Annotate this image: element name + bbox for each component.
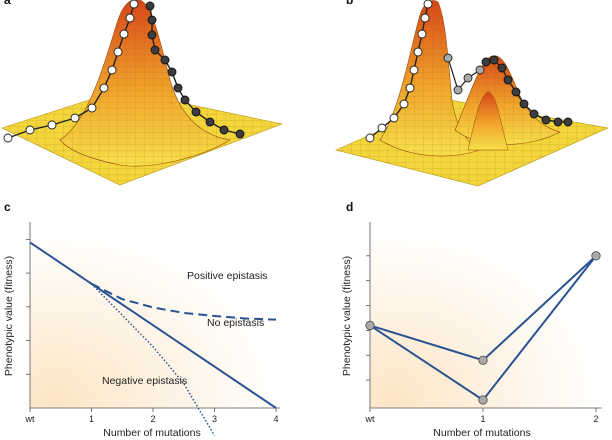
panel-label-d: d <box>346 200 353 214</box>
y-axis-label: Phenotypic value (fitness) <box>341 256 353 376</box>
panel-label-c: c <box>4 200 11 214</box>
chart-panel-d: Phenotypic value (fitness) Number of mut… <box>341 222 602 439</box>
annotation-positive-epistasis: Positive epistasis <box>187 270 268 282</box>
data-point <box>478 395 488 405</box>
x-axis-label: Number of mutations <box>433 427 530 439</box>
panel-label-a: a <box>4 0 11 7</box>
panel-label-b: b <box>346 0 353 7</box>
chart-panel-c: Phenotypic value (fitness) Number of mut… <box>3 222 280 439</box>
x-tick-label: 1 <box>89 414 94 424</box>
x-tick-label: wt <box>25 414 35 424</box>
rugged-fitness-landscape-icon <box>335 0 610 187</box>
plot-background <box>370 222 602 408</box>
annotation-no-epistasis: No epistasis <box>207 317 264 329</box>
x-tick-label: 4 <box>273 414 278 424</box>
y-axis-label: Phenotypic value (fitness) <box>3 256 15 376</box>
series-line-positive-epistasis <box>91 282 277 321</box>
plot-background <box>30 222 280 408</box>
x-axis-label: Number of mutations <box>103 427 200 439</box>
x-tick-label: 2 <box>150 414 155 424</box>
single-peak-fitness-landscape-icon <box>1 0 284 186</box>
annotation-negative-epistasis: Negative epistasis <box>102 375 187 387</box>
data-point <box>478 355 488 365</box>
data-point <box>365 320 375 331</box>
x-tick-label: wt <box>365 414 375 424</box>
x-tick-label: 3 <box>212 414 217 424</box>
x-tick-label: 1 <box>480 414 485 424</box>
x-tick-label: 2 <box>593 414 598 424</box>
data-point <box>591 251 601 261</box>
